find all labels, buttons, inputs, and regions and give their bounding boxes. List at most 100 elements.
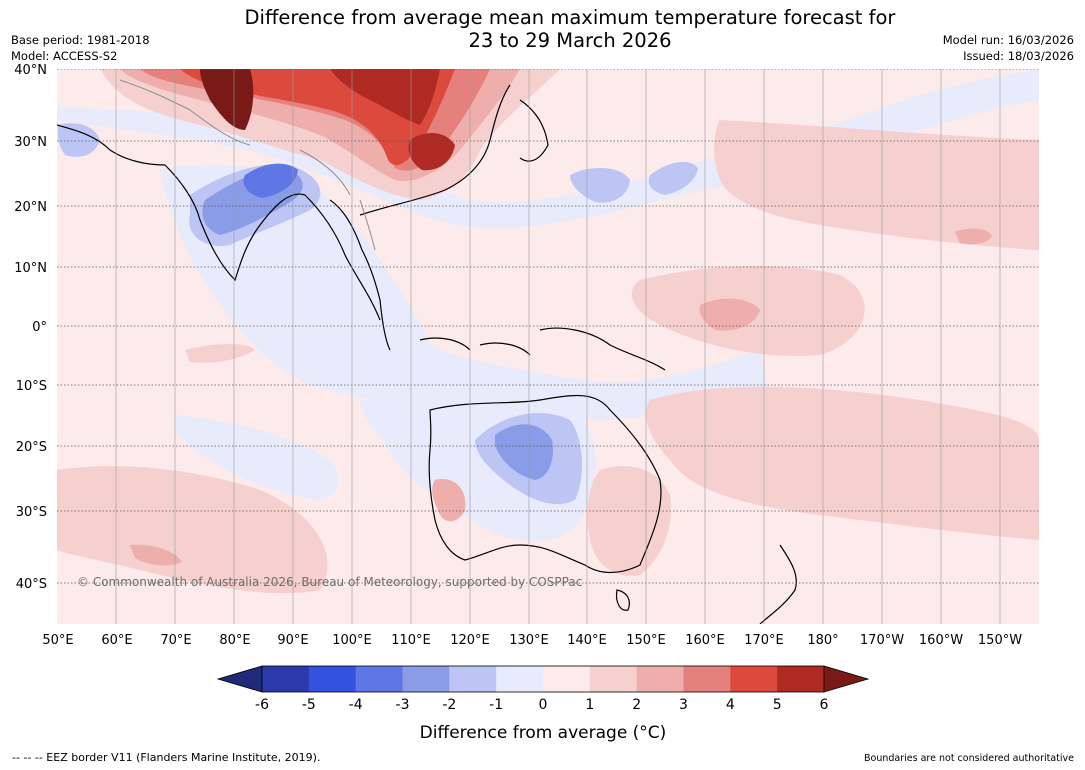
lat-label: 10°N [14,261,47,276]
colorbar-tick-label: 3 [679,697,688,713]
eez-note: -- -- -- EEZ border V11 (Flanders Marine… [12,751,321,764]
colorbar-segments [262,666,825,692]
warm-pacific-core [699,298,760,331]
lon-label: 160°E [685,633,725,648]
lon-label: 130°E [509,633,549,648]
lat-label: 20°N [14,200,47,215]
colorbar-tick-label: 0 [539,697,548,713]
warm-asia-5a [330,69,440,125]
lon-label: 170°E [744,633,784,648]
colorbar-segment [355,666,403,692]
lon-label: 50°E [42,633,73,648]
warm-indian-eq [185,344,255,363]
colorbar-low-extend [216,665,263,693]
warm-indian-south-patch [130,544,182,566]
title-line-1: Difference from average mean maximum tem… [244,6,896,29]
colorbar-segment [308,666,357,692]
warm-north-pacific [714,120,1039,250]
lat-label: 30°N [14,135,47,150]
colorbar-tick-label: 5 [773,697,782,713]
colorbar-label: Difference from average (°C) [420,723,667,743]
boundaries-note: Boundaries are not considered authoritat… [864,753,1074,764]
warm-pacific-dot [955,228,992,245]
lat-label: 40°S [16,577,47,592]
coast-japan [519,99,549,162]
colorbar-tick-label: -6 [255,697,269,713]
colorbar-tick-label: -4 [349,697,363,713]
country-borders [119,79,376,251]
cool-indian-ocean [174,415,339,500]
coast-china [359,84,511,216]
model-run: Model run: 16/03/2026 [942,33,1074,47]
warm-asia-5b [408,133,455,171]
chart-title: Difference from average mean maximum tem… [0,6,1085,52]
copyright-note: © Commonwealth of Australia 2026, Bureau… [77,575,582,589]
lon-label: 170°W [860,633,904,648]
lon-label: 150°E [626,633,666,648]
colorbar-segment [730,666,778,692]
cool-australia-mid [495,424,554,480]
borders-asia [119,79,376,251]
meta-left: Base period: 1981-2018 Model: ACCESS-S2 [11,32,150,64]
lon-label: 140°E [567,633,607,648]
colorbar-segment [683,666,731,692]
colorbar-segment [449,666,497,692]
warm-south-indian [57,466,328,594]
colorbar-tick-label: 2 [632,697,641,713]
meta-right: Model run: 16/03/2026 Issued: 18/03/2026 [943,32,1074,64]
lat-label: 40°N [14,63,47,78]
lon-label: 160°W [919,633,963,648]
coast-australia [428,394,662,574]
colorbar-tick-label: 6 [820,697,829,713]
colorbar-tick-label: -2 [442,697,456,713]
cool-band-maritime [160,164,770,422]
coastlines [57,84,797,624]
lon-label: 100°E [332,633,372,648]
cool-pacific-patch-1 [570,168,630,203]
colorbar-tick-label: 4 [726,697,735,713]
meridians [115,69,1001,624]
colorbar-segment [589,666,638,692]
warm-east-australia [587,466,671,576]
colorbar-high-extend [823,665,870,693]
coast-maritime-continent [419,327,666,371]
cool-pacific-patch-2 [648,161,698,195]
coast-south-asia [57,124,381,321]
coast-tasmania [615,589,630,611]
colorbar-tick-label: -1 [489,697,503,713]
coast-indochina [329,199,391,351]
cool-india-core [243,163,298,198]
colorbar-segment [496,666,544,692]
colorbar-tick-label: -3 [396,697,410,713]
lon-label: 150°W [978,633,1022,648]
lat-label: 30°S [16,505,47,520]
lat-label: 10°S [16,379,47,394]
colorbar-frame [261,665,825,693]
colorbar-segment [262,666,310,692]
colorbar-segment [402,666,450,692]
lon-labels: 50°E 60°E 70°E 80°E 90°E 100°E 110°E 120… [42,633,1022,648]
lon-label: 80°E [219,633,250,648]
cool-arabia-patch [57,123,100,157]
graticule [57,69,1039,584]
lon-label: 90°E [277,633,308,648]
lat-labels: 40°N 30°N 20°N 10°N 0° 10°S 20°S 30°S 40… [14,63,47,592]
lon-label: 180° [807,633,838,648]
lon-label: 60°E [101,633,132,648]
title-line-2: 23 to 29 March 2026 [468,29,672,52]
colorbar-ticks: -6 -5 -4 -3 -2 -1 0 1 2 3 4 5 6 [255,697,829,713]
lat-label: 0° [32,320,47,335]
lon-label: 110°E [391,633,431,648]
map-area: © Commonwealth of Australia 2026, Bureau… [57,69,1039,624]
colorbar-segment [777,666,825,692]
colorbar-tick-label: -5 [302,697,316,713]
base-period: Base period: 1981-2018 [11,33,150,47]
colorbar-tick-label: 1 [585,697,594,713]
model-name: Model: ACCESS-S2 [11,49,118,63]
warm-tibet-core [200,69,254,130]
lon-label: 70°E [160,633,191,648]
colorbar-segment [543,666,591,692]
lon-label: 120°E [450,633,490,648]
issued-date: Issued: 18/03/2026 [963,49,1074,63]
lat-label: 20°S [16,440,47,455]
